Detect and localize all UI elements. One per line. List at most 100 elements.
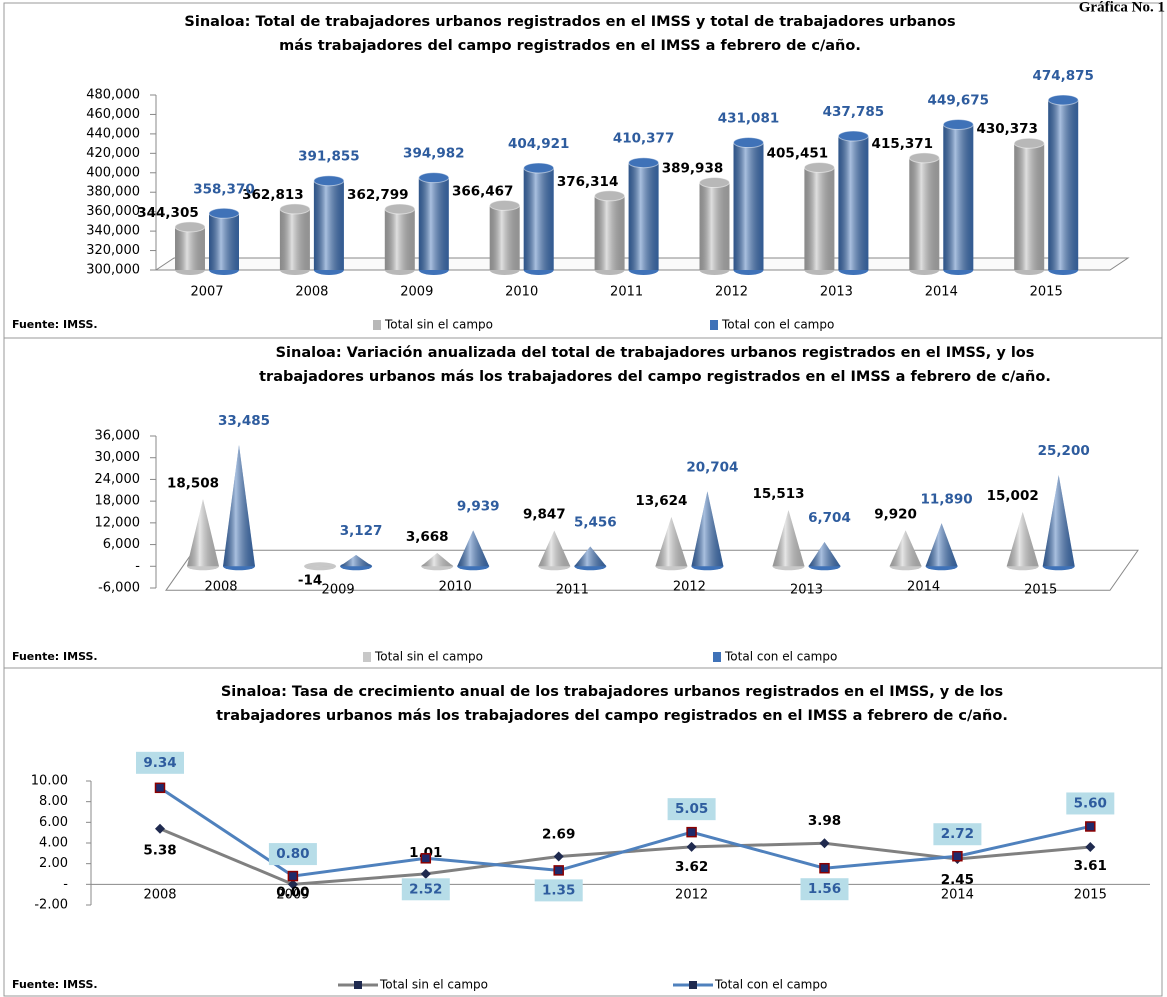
legend-marker: [689, 981, 697, 989]
bar-cap: [942, 118, 974, 130]
bar-cap: [384, 203, 416, 215]
cone-shine: [538, 530, 571, 567]
y-tick-label: 420,000: [86, 146, 140, 161]
bar-cap: [279, 203, 311, 215]
data-label: 9,847: [523, 507, 566, 523]
bar-shine: [733, 142, 764, 270]
cone-shine: [1042, 475, 1075, 567]
legend-marker: [354, 981, 362, 989]
legend-label: Total con el campo: [721, 318, 834, 332]
bar-cap: [174, 221, 206, 233]
x-tick-label: 2010: [439, 580, 472, 595]
y-tick-label: 380,000: [86, 185, 140, 200]
label-box: [401, 878, 450, 901]
bar-shine: [699, 182, 730, 270]
marker: [1085, 842, 1096, 853]
data-label: 358,370: [193, 181, 255, 197]
x-tick-label: 2013: [820, 285, 853, 300]
y-tick-label: -: [135, 559, 140, 574]
legend-swatch: [363, 652, 371, 662]
legend-swatch: [373, 320, 381, 330]
y-tick-label: 2.00: [39, 856, 68, 871]
data-label: 430,373: [976, 121, 1038, 137]
bar-cap: [803, 161, 835, 173]
label-box: [933, 823, 982, 846]
bar-cap: [1013, 137, 1045, 149]
bar-cap: [628, 157, 660, 169]
data-label: 2.69: [542, 827, 575, 843]
bar-shine: [489, 205, 520, 270]
cone-shine: [574, 546, 607, 567]
cone-shine: [187, 499, 219, 567]
bar-cap: [208, 207, 240, 219]
y-tick-label: 400,000: [86, 165, 140, 180]
x-tick-label: 2010: [505, 285, 538, 300]
bar-shine: [209, 213, 239, 270]
data-label: 2.72: [941, 826, 974, 842]
cone-shine: [889, 530, 922, 567]
x-tick-label: 2008: [295, 285, 328, 300]
y-tick-label: 480,000: [86, 88, 140, 103]
bar-shine: [313, 180, 344, 270]
data-label: 474,875: [1032, 68, 1094, 84]
y-tick-label: 30,000: [95, 450, 141, 465]
chart-title: trabajadores urbanos más los trabajadore…: [259, 369, 1051, 385]
cone-shine: [1006, 511, 1039, 567]
data-label: 18,508: [167, 475, 219, 491]
label-box: [800, 878, 849, 901]
data-label: 33,485: [218, 413, 270, 429]
data-label: 3.98: [808, 813, 841, 829]
marker: [1085, 821, 1096, 832]
x-tick-label: 2009: [400, 285, 433, 300]
data-label: 405,451: [767, 145, 829, 161]
data-label: 15,002: [987, 488, 1039, 504]
y-tick-label: 10.00: [31, 774, 68, 789]
bar-shine: [523, 167, 554, 270]
bar-cap: [837, 130, 869, 142]
legend-label: Total sin el campo: [379, 978, 488, 992]
y-tick-label: 360,000: [86, 204, 140, 219]
chart-title: más trabajadores del campo registrados e…: [279, 38, 861, 54]
y-tick-label: 4.00: [39, 836, 68, 851]
cone-shine: [772, 510, 805, 567]
cone-shine: [655, 516, 688, 567]
label-box: [136, 751, 184, 774]
x-tick-label: 2007: [190, 285, 223, 300]
marker: [287, 879, 298, 890]
bar-shine: [279, 208, 310, 270]
x-tick-label: 2011: [556, 583, 589, 598]
data-label: 9,939: [457, 498, 500, 514]
data-label: 1.56: [808, 881, 841, 897]
legend-swatch: [710, 320, 718, 330]
data-label: 449,675: [928, 92, 990, 108]
x-tick-label: 2014: [941, 888, 974, 903]
bar-cap: [418, 172, 450, 184]
x-tick-label: 2015: [1024, 583, 1057, 598]
marker: [819, 838, 830, 849]
data-label: 25,200: [1038, 443, 1090, 459]
data-label: 389,938: [662, 161, 724, 177]
bar-cap: [594, 190, 626, 202]
label-box: [667, 798, 716, 821]
data-label: 0.80: [276, 846, 309, 862]
bar-shine: [175, 226, 205, 270]
data-label: 9,920: [874, 506, 917, 522]
cone-shine: [808, 542, 841, 567]
data-label: 5.38: [143, 843, 176, 859]
bar-shine: [384, 208, 415, 270]
cone-shine: [457, 530, 490, 567]
marker: [420, 868, 431, 879]
label-box: [268, 843, 317, 866]
data-label: 11,890: [921, 491, 973, 507]
x-tick-label: 2008: [143, 888, 176, 903]
chart-title: trabajadores urbanos más los trabajadore…: [216, 708, 1008, 724]
y-tick-label: 340,000: [86, 224, 140, 239]
x-tick-label: 2015: [1030, 285, 1063, 300]
data-label: 3.61: [1074, 858, 1107, 874]
line: [159, 786, 1091, 878]
x-tick-label: 2014: [907, 580, 940, 595]
data-label: 362,799: [347, 187, 409, 203]
data-label: 362,813: [242, 187, 304, 203]
data-label: 13,624: [635, 493, 687, 509]
